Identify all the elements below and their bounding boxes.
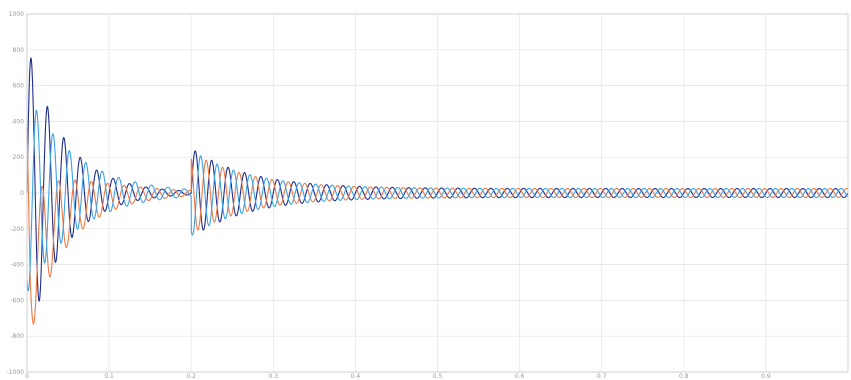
y-tick-label: 0 [20, 190, 24, 197]
x-tick-label: 0 [25, 373, 29, 380]
series-line [26, 127, 849, 325]
x-tick-label: 0.1 [104, 373, 114, 380]
y-tick-label: 800 [13, 47, 25, 54]
x-tick-label: 0.2 [186, 373, 196, 380]
x-tick-label: 0.5 [433, 373, 443, 380]
y-axis-ticks: -1000 -800 -600 -400 -200 0 200 400 600 800 1000 [7, 11, 25, 376]
y-tick-label: 400 [13, 118, 25, 125]
y-tick-label: 1000 [9, 11, 24, 18]
y-tick-label: -400 [10, 262, 24, 269]
x-tick-label: 0.4 [351, 373, 361, 380]
y-tick-label: 200 [13, 154, 25, 161]
y-tick-label: -800 [10, 333, 24, 340]
y-tick-label: -1000 [7, 369, 25, 376]
x-tick-label: 0.8 [679, 373, 689, 380]
x-tick-label: 0.7 [597, 373, 607, 380]
series-line [26, 57, 849, 302]
series-layer [26, 57, 849, 325]
series-line [26, 109, 849, 292]
y-tick-label: 600 [13, 83, 25, 90]
x-tick-label: 0.9 [761, 373, 771, 380]
plot-frame [26, 13, 849, 373]
y-tick-label: -200 [10, 226, 24, 233]
y-tick-label: -600 [10, 297, 24, 304]
x-tick-label: 0.3 [269, 373, 279, 380]
x-axis-ticks: 0 0.1 0.2 0.3 0.4 0.5 0.6 0.7 0.8 0.9 [25, 373, 771, 380]
x-tick-label: 0.6 [515, 373, 525, 380]
